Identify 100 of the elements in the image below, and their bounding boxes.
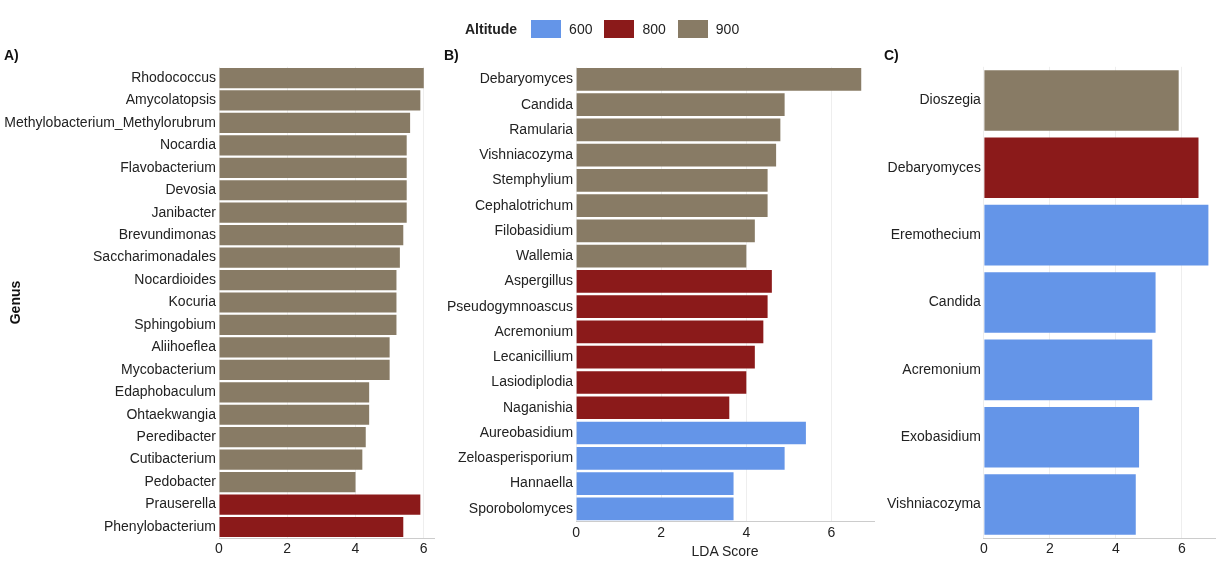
legend-label: 600 xyxy=(569,21,593,37)
y-tick-label: Pseudogymnoascus xyxy=(447,297,574,314)
x-tick-label: 0 xyxy=(215,540,224,557)
y-tick-label: Vishniacozyma xyxy=(886,495,982,512)
bar xyxy=(219,382,370,403)
bar xyxy=(219,427,366,448)
bar xyxy=(576,169,768,192)
bar xyxy=(984,272,1156,333)
y-tick-label: Debaryomyces xyxy=(887,158,981,175)
y-tick-label: Debaryomyces xyxy=(479,70,574,87)
y-tick-label: Brevundimonas xyxy=(118,226,216,243)
y-tick-label: Lecanicillium xyxy=(492,348,574,365)
bar xyxy=(984,70,1179,131)
bar xyxy=(219,247,400,268)
bar xyxy=(576,295,768,319)
y-tick-label: Devosia xyxy=(165,181,217,198)
y-tick-label: Peredibacter xyxy=(136,428,217,445)
bar xyxy=(576,270,772,293)
y-tick-label: Candida xyxy=(520,95,574,112)
y-tick-label: Nocardia xyxy=(159,136,217,153)
text: A) xyxy=(4,47,19,64)
bar xyxy=(219,202,407,223)
bar xyxy=(576,345,755,369)
x-tick-label: 4 xyxy=(1112,540,1121,557)
legend-label: 800 xyxy=(642,21,666,37)
bar xyxy=(576,143,777,167)
y-axis-title: Genus xyxy=(7,280,24,325)
legend-title: Altitude xyxy=(465,21,518,37)
bar xyxy=(576,421,806,445)
bar xyxy=(219,67,424,89)
y-tick-label: Vishniacozyma xyxy=(479,146,574,163)
bar xyxy=(576,396,730,420)
y-tick-label: Ramularia xyxy=(509,120,574,137)
y-tick-label: Prauserella xyxy=(145,495,217,512)
chart-title: C) xyxy=(884,47,899,64)
bar xyxy=(219,135,407,156)
text: B) xyxy=(444,47,459,64)
bar xyxy=(219,337,390,358)
bar xyxy=(576,68,862,91)
bar xyxy=(576,472,734,495)
x-axis-title: LDA Score xyxy=(691,543,759,560)
bar xyxy=(576,320,764,344)
bar xyxy=(219,292,397,313)
bar xyxy=(219,269,397,291)
legend-label: 900 xyxy=(715,21,740,37)
y-tick-label: Kocuria xyxy=(168,293,217,310)
y-tick-label: Naganishia xyxy=(503,398,574,415)
bar xyxy=(219,112,411,134)
y-tick-label: Amycolatopsis xyxy=(125,91,216,108)
y-tick-label: Saccharimonadales xyxy=(93,248,216,265)
x-tick-label: 4 xyxy=(351,540,360,557)
bar xyxy=(984,339,1153,401)
x-tick-label: 2 xyxy=(1046,540,1055,557)
y-tick-label: Phenylobacterium xyxy=(103,517,216,534)
bar xyxy=(219,449,363,470)
y-tick-label: Dioszegia xyxy=(919,91,982,108)
bar xyxy=(219,471,356,493)
bar xyxy=(576,219,755,243)
bar xyxy=(576,497,734,521)
y-tick-label: Aspergillus xyxy=(504,272,574,289)
x-tick-label: 6 xyxy=(419,540,428,557)
y-tick-label: Filobasidium xyxy=(494,221,574,238)
y-tick-label: Pedobacter xyxy=(144,472,217,489)
bar xyxy=(576,194,768,218)
bar xyxy=(219,359,390,380)
x-tick-label: 2 xyxy=(657,523,666,540)
bar xyxy=(219,90,421,111)
y-tick-label: Flavobacterium xyxy=(120,158,216,175)
y-tick-label: Lasiodiplodia xyxy=(491,373,574,390)
y-tick-label: Acremonium xyxy=(494,322,574,339)
x-tick-label: 0 xyxy=(980,540,988,557)
y-tick-label: Eremothecium xyxy=(890,226,981,243)
y-tick-label: Aliihoeflea xyxy=(151,338,217,355)
bar xyxy=(576,446,785,470)
bar xyxy=(576,118,781,142)
bar xyxy=(576,371,747,394)
bar xyxy=(984,137,1199,199)
bar xyxy=(219,157,407,178)
bar xyxy=(219,180,407,201)
bar xyxy=(576,244,747,268)
bar xyxy=(219,225,404,246)
bar xyxy=(219,494,421,515)
y-tick-label: Cutibacterium xyxy=(129,450,216,467)
y-tick-label: Nocardioides xyxy=(134,270,216,287)
y-tick-label: Mycobacterium xyxy=(121,360,216,377)
bar xyxy=(984,406,1140,468)
y-tick-label: Zeloasperisporium xyxy=(457,449,574,466)
x-tick-label: 4 xyxy=(742,523,751,540)
y-tick-label: Cephalotrichum xyxy=(475,196,574,213)
y-tick-label: Acremonium xyxy=(902,360,981,377)
y-tick-label: Exobasidium xyxy=(900,428,981,445)
y-tick-label: Wallemia xyxy=(516,247,574,264)
x-tick-label: 6 xyxy=(1178,540,1187,557)
x-tick-label: 0 xyxy=(572,523,581,540)
y-tick-label: Hannaella xyxy=(510,474,574,491)
y-tick-label: Methylobacterium_Methylorubrum xyxy=(4,113,216,130)
bar xyxy=(219,404,370,425)
x-tick-label: 2 xyxy=(283,540,292,557)
y-tick-label: Sporobolomyces xyxy=(468,499,574,516)
bar xyxy=(984,474,1136,535)
